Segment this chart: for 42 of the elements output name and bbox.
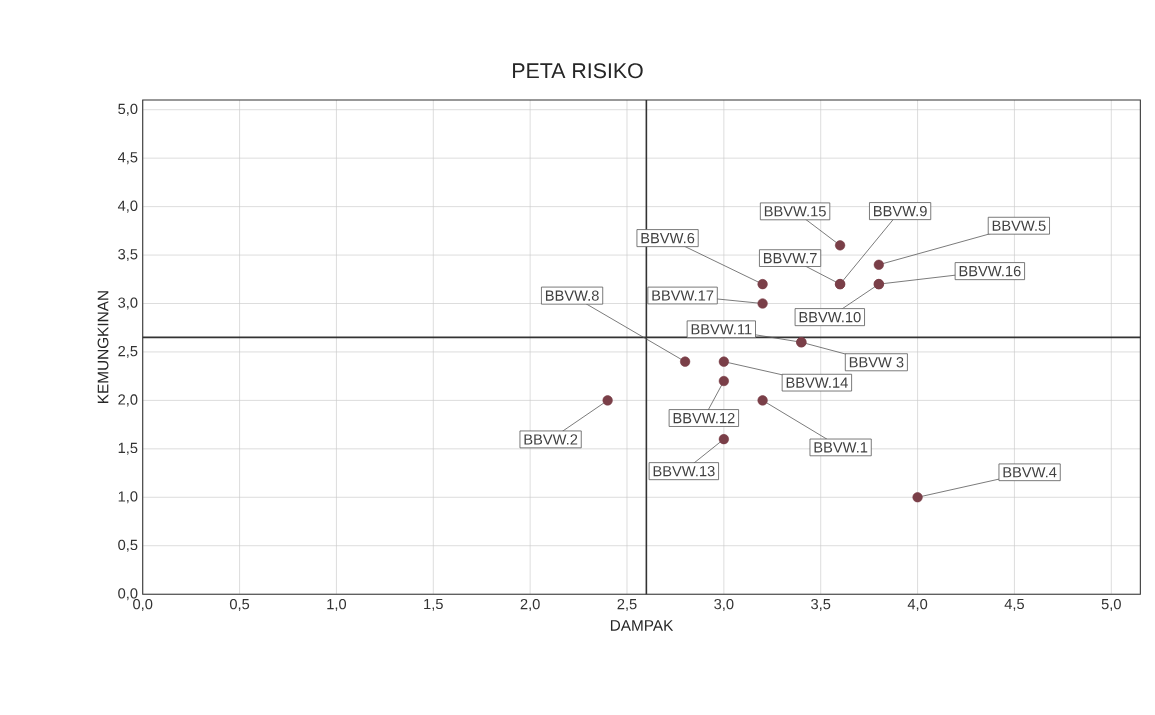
x-tick-label: 5,0 bbox=[1101, 598, 1121, 612]
y-tick-label: 0,0 bbox=[118, 588, 138, 601]
annotation: BBVW.1 bbox=[814, 442, 868, 453]
x-tick-label: 2,0 bbox=[520, 598, 540, 612]
annotation: BBVW.14 bbox=[786, 377, 848, 388]
annotation: BBVW.5 bbox=[992, 220, 1046, 231]
y-tick-label: 5,0 bbox=[118, 103, 138, 116]
annotation: BBVW.6 bbox=[641, 233, 695, 244]
y-tick-label: 1,0 bbox=[118, 491, 138, 504]
y-tick-label: 1,5 bbox=[118, 442, 138, 455]
y-tick-label: 4,5 bbox=[117, 152, 138, 165]
annotation: BBVW.9 bbox=[874, 205, 927, 217]
annotation: BBVW.17 bbox=[652, 290, 714, 301]
chart-title: PETA RISIKO bbox=[513, 63, 643, 79]
x-tick-label: 3,5 bbox=[811, 598, 831, 612]
x-tick-label: 4,0 bbox=[907, 598, 928, 612]
x-tick-label: 3,0 bbox=[714, 598, 734, 612]
x-tick-label: 2,5 bbox=[617, 598, 637, 612]
annotation: BBVW.7 bbox=[763, 253, 817, 264]
y-tick-label: 3,5 bbox=[118, 249, 138, 262]
y-axis-title: KEMUNGKINAN bbox=[97, 291, 109, 404]
annotation: BBVW.12 bbox=[673, 412, 735, 424]
y-tick-label: 3,0 bbox=[118, 297, 138, 310]
annotation: BBVW.10 bbox=[799, 312, 861, 323]
annotation: BBVW.15 bbox=[764, 206, 826, 217]
y-tick-label: 2,5 bbox=[118, 345, 138, 359]
x-tick-label: 1,5 bbox=[424, 598, 443, 611]
x-tick-label: 1,0 bbox=[327, 598, 347, 612]
annotation: BBVW.4 bbox=[1003, 467, 1057, 478]
annotation: BBVW.11 bbox=[691, 324, 752, 335]
y-tick-label: 2,0 bbox=[118, 394, 138, 407]
x-tick-label: 0,5 bbox=[229, 598, 250, 612]
x-tick-label: 0,0 bbox=[133, 598, 153, 612]
x-tick-label: 4,5 bbox=[1004, 598, 1024, 611]
y-tick-label: 4,0 bbox=[117, 200, 138, 213]
annotation: BBVW.13 bbox=[653, 466, 715, 477]
annotation: BBVW.16 bbox=[959, 266, 1021, 277]
annotation: BBVW 3 bbox=[849, 357, 904, 368]
annotation: BBVW.8 bbox=[545, 290, 599, 301]
y-tick-label: 0,5 bbox=[118, 539, 138, 552]
x-axis-title: DAMPAK bbox=[610, 620, 674, 631]
annotation: BBVW.2 bbox=[524, 434, 578, 445]
